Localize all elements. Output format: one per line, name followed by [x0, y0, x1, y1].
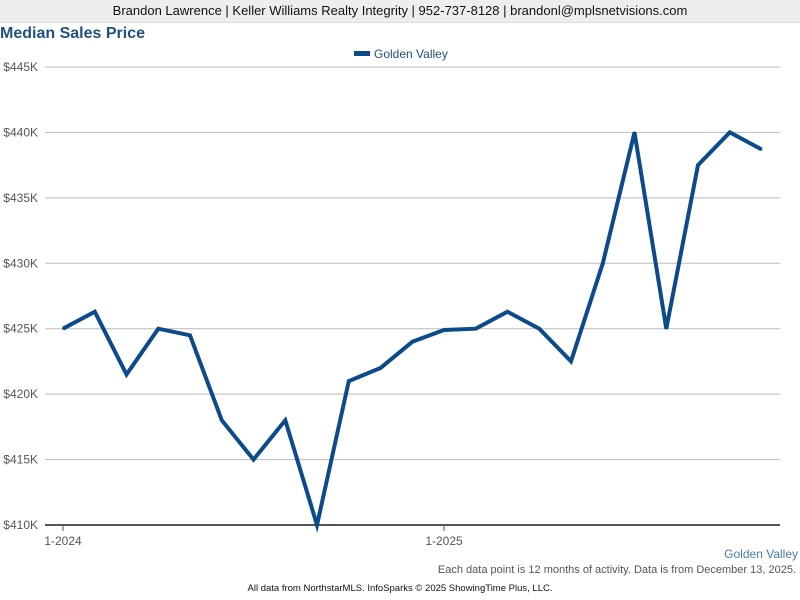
data-point — [93, 310, 96, 313]
contact-header: Brandon Lawrence | Keller Williams Realt… — [0, 0, 800, 23]
data-point — [316, 524, 318, 526]
data-point — [284, 419, 287, 422]
x-tick-label: 1-2025 — [425, 534, 463, 548]
legend: Golden Valley — [354, 47, 448, 61]
data-point — [601, 262, 604, 265]
y-tick-label: $435K — [3, 191, 38, 205]
data-point — [220, 419, 223, 422]
x-axis-ticks: 1-2024 1-2025 — [44, 525, 463, 548]
data-point — [125, 373, 128, 376]
chart-title: Median Sales Price — [0, 25, 145, 42]
source-footer: All data from NorthstarMLS. InfoSparks ©… — [247, 583, 553, 594]
y-tick-label: $445K — [3, 60, 38, 74]
y-tick-label: $420K — [3, 387, 38, 401]
data-point — [62, 327, 64, 330]
data-point — [633, 131, 636, 134]
series-lines — [62, 129, 763, 533]
x-tick-label: 1-2024 — [44, 534, 82, 548]
y-tick-label: $410K — [3, 518, 38, 532]
data-point — [474, 327, 477, 330]
data-point — [443, 329, 445, 332]
y-tick-label: $430K — [3, 256, 38, 270]
y-tick-label: $425K — [3, 322, 38, 336]
data-point — [697, 164, 699, 167]
data-point — [411, 340, 414, 343]
grid-lines — [45, 66, 780, 526]
data-footnote: Each data point is 12 months of activity… — [437, 564, 796, 576]
data-point — [189, 334, 191, 337]
data-point — [728, 131, 731, 134]
legend-label: Golden Valley — [374, 47, 448, 61]
data-point — [379, 366, 382, 369]
legend-swatch — [354, 51, 370, 56]
data-point — [570, 360, 572, 363]
data-point — [665, 327, 668, 330]
y-axis-ticks: $410K $415K $420K $425K $430K $435K $440K $445K — [3, 60, 38, 532]
y-tick-label: $415K — [3, 453, 38, 467]
data-point — [506, 310, 509, 313]
data-point — [760, 148, 763, 151]
y-tick-label: $440K — [3, 125, 38, 139]
data-point — [347, 380, 350, 383]
data-point — [538, 327, 541, 330]
data-point — [252, 458, 255, 461]
series-caption: Golden Valley — [724, 547, 798, 561]
data-point — [157, 327, 160, 330]
